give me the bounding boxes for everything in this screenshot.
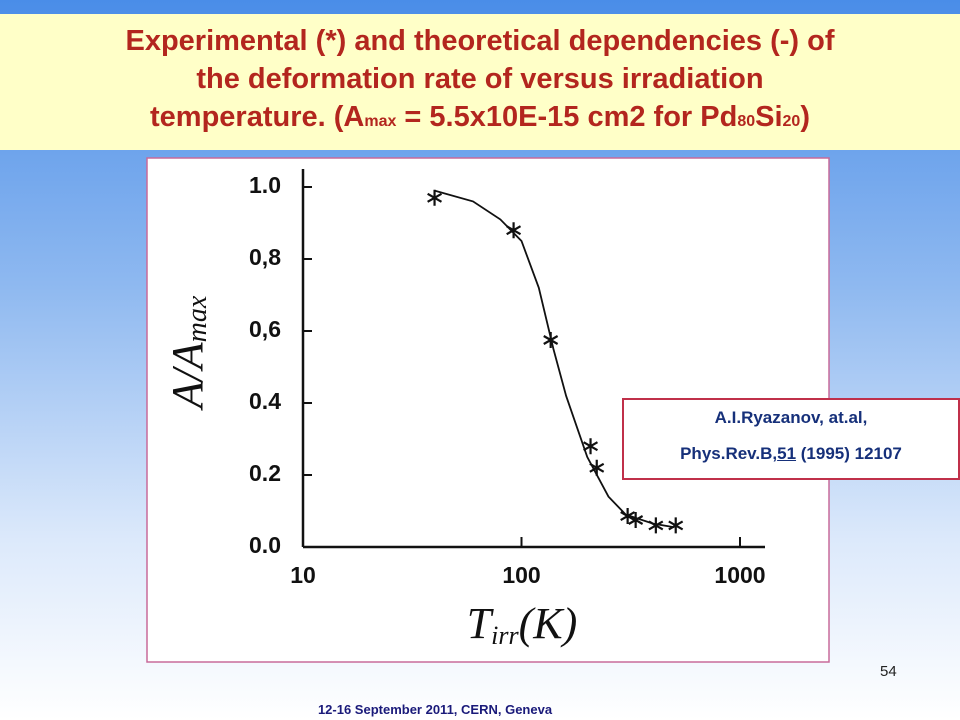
x-axis-label: Tirr(K): [467, 599, 578, 650]
title-text: the deformation rate of versus irradiati…: [196, 63, 764, 95]
reference-text: Phys.Rev.B,: [680, 444, 778, 463]
y-tick-label: 0,6: [249, 316, 281, 342]
data-point: [628, 512, 644, 528]
fit-curve: [434, 189, 675, 529]
title-subscript: 80: [737, 113, 756, 130]
x-tick-label: 1000: [714, 562, 765, 588]
y-tick-label: 0,8: [249, 244, 281, 270]
reference-volume: 51: [777, 444, 797, 463]
reference-line: Phys.Rev.B,51 (1995) 12107: [624, 436, 958, 472]
y-axis-label: A/Amax: [163, 295, 213, 411]
title-line: the deformation rate of versus irradiati…: [0, 60, 960, 98]
title-line: temperature. (Amax = 5.5x10E-15 cm2 for …: [0, 98, 960, 141]
title-line: Experimental (*) and theoretical depende…: [0, 22, 960, 60]
reference-box: A.I.Ryazanov, at.al, Phys.Rev.B,51 (1995…: [622, 398, 960, 480]
footer: 12-16 September 2011, CERN, Geneva: [317, 702, 553, 717]
data-point: [668, 517, 684, 534]
x-tick-label: 100: [502, 562, 540, 588]
x-axis-label-text: (K): [519, 599, 578, 648]
reference-text: (1995) 12107: [796, 444, 902, 463]
slide-title: Experimental (*) and theoretical depende…: [0, 14, 960, 150]
y-axis-label-subscript: max: [182, 295, 213, 342]
title-text: = 5.5x10E-15 cm2 for Pd: [396, 101, 738, 133]
y-tick-label: 1.0: [249, 172, 281, 198]
x-axis-label-text: T: [467, 599, 495, 648]
y-tick-label: 0.0: [249, 532, 281, 558]
x-tick-label: 10: [290, 562, 316, 588]
y-axis-label-text: A/A: [163, 341, 212, 411]
data-point: [427, 189, 443, 206]
data-point: [583, 438, 599, 455]
title-text: Si: [755, 101, 783, 133]
title-subscript: max: [364, 113, 397, 130]
title-text: Experimental (*) and theoretical depende…: [125, 25, 835, 57]
page-number: 54: [880, 663, 897, 680]
y-tick-label: 0.2: [249, 460, 281, 486]
y-tick-label: 0.4: [249, 388, 281, 414]
title-subscript: 20: [782, 113, 801, 130]
x-axis-label-subscript: irr: [491, 621, 519, 650]
title-text: ): [800, 101, 810, 133]
title-text: temperature. (A: [150, 101, 365, 133]
reference-line: A.I.Ryazanov, at.al,: [714, 408, 868, 427]
